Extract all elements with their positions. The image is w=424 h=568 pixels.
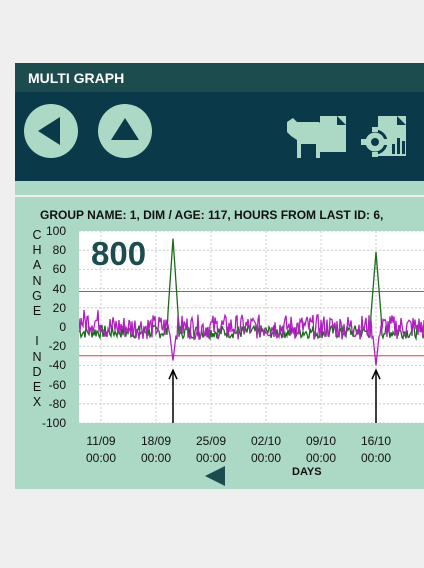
x-tick-label: 18/09 00:00 [132, 433, 180, 467]
triangle-left-icon [205, 466, 225, 486]
x-tick-time: 00:00 [195, 451, 227, 465]
x-tick-date: 09/10 [305, 434, 337, 448]
chart-title: GROUP NAME: 1, DIM / AGE: 117, HOURS FRO… [40, 208, 384, 222]
x-tick-date: 02/10 [250, 434, 282, 448]
prev-period-button[interactable] [203, 465, 227, 487]
x-tick-date: 23 [407, 433, 424, 450]
cow-document-icon[interactable] [285, 114, 357, 160]
x-tick-label: 25/09 00:00 [187, 433, 235, 467]
toolbar [15, 92, 424, 181]
window-title: MULTI GRAPH [28, 70, 125, 86]
y-tick-label: -60 [48, 377, 66, 392]
y-tick-label: -20 [48, 339, 66, 354]
y-axis-label-letter: E [32, 380, 42, 394]
x-tick-time: 00:00 [85, 451, 117, 465]
x-tick-label: 16/10 00:00 [352, 433, 400, 467]
y-tick-label: -80 [48, 396, 66, 411]
y-axis-label-letter: E [32, 304, 42, 318]
y-tick-label: 0 [59, 320, 66, 334]
up-button[interactable] [98, 104, 152, 158]
x-tick-label: 02/10 00:00 [242, 433, 290, 467]
gear-document-icon[interactable] [360, 114, 416, 160]
event-arrow-head [168, 368, 178, 380]
separator-band [15, 181, 424, 195]
event-arrow-head [371, 368, 381, 380]
y-tick-label: 60 [52, 262, 66, 277]
x-tick-label: 11/09 00:00 [77, 433, 125, 467]
y-axis-label-letter: C [32, 228, 42, 242]
x-tick-time: 00:00 [250, 451, 282, 465]
y-axis-label-letter: G [32, 288, 42, 303]
x-tick-date: 11/09 [86, 434, 116, 448]
triangle-up-icon [111, 118, 139, 140]
y-tick-label: -100 [41, 416, 66, 430]
x-tick-label: 09/10 00:00 [297, 433, 345, 467]
y-axis-label-letter: N [32, 349, 42, 364]
y-tick-label: 100 [45, 224, 66, 238]
x-tick-time: 00:00 [360, 451, 392, 465]
triangle-left-icon [38, 117, 60, 145]
back-button[interactable] [24, 104, 78, 158]
window-title-bar: MULTI GRAPH [15, 63, 424, 92]
y-axis-label-letter: N [32, 273, 42, 288]
big-value: 800 [91, 235, 147, 272]
x-tick-time: 00:00 [140, 451, 172, 465]
y-tick-label: 40 [52, 281, 66, 296]
x-tick-time: 00:00 [305, 451, 337, 465]
y-tick-label: -40 [48, 358, 66, 373]
x-axis-label: DAYS [292, 466, 322, 478]
y-axis-label-letter: D [32, 364, 42, 379]
x-tick-time: 00 [407, 450, 424, 467]
plot-area [78, 230, 424, 424]
x-tick-date: 16/10 [360, 434, 392, 448]
y-axis-label-letter: A [32, 258, 42, 273]
series-line-purple [78, 309, 424, 366]
x-tick-date: 18/09 [140, 434, 172, 448]
y-tick-label: 80 [52, 243, 66, 258]
y-axis-label-letter: X [32, 395, 42, 410]
y-tick-label: 20 [52, 300, 66, 315]
x-tick-date: 25/09 [195, 434, 227, 448]
x-tick-label: 2300 [407, 433, 424, 467]
y-axis-label-letter: H [32, 243, 42, 258]
y-axis-label-letter: I [35, 334, 39, 349]
